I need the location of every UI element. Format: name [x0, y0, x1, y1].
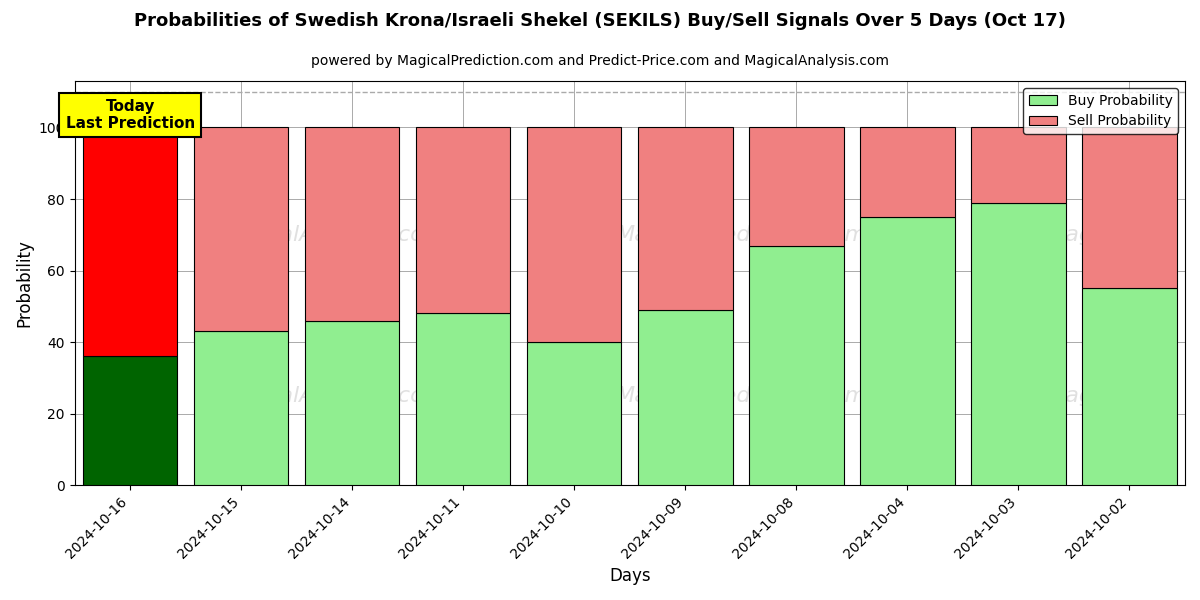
- Text: MagicalAnalysis.com: MagicalAnalysis.com: [215, 386, 445, 406]
- Text: MagicalA: MagicalA: [1046, 224, 1146, 245]
- Bar: [971, 203, 1066, 485]
- Bar: [83, 127, 178, 356]
- Text: Probabilities of Swedish Krona/Israeli Shekel (SEKILS) Buy/Sell Signals Over 5 D: Probabilities of Swedish Krona/Israeli S…: [134, 12, 1066, 30]
- Legend: Buy Probability, Sell Probability: Buy Probability, Sell Probability: [1024, 88, 1178, 134]
- Text: MagicalA: MagicalA: [1046, 386, 1146, 406]
- X-axis label: Days: Days: [610, 567, 650, 585]
- Y-axis label: Probability: Probability: [16, 239, 34, 327]
- Bar: [194, 127, 288, 331]
- Bar: [83, 356, 178, 485]
- Text: MagicalPrediction.com: MagicalPrediction.com: [616, 224, 866, 245]
- Text: powered by MagicalPrediction.com and Predict-Price.com and MagicalAnalysis.com: powered by MagicalPrediction.com and Pre…: [311, 54, 889, 68]
- Bar: [860, 127, 955, 217]
- Bar: [638, 310, 732, 485]
- Bar: [527, 127, 622, 342]
- Bar: [860, 217, 955, 485]
- Bar: [638, 127, 732, 310]
- Bar: [305, 320, 400, 485]
- Text: MagicalAnalysis.com: MagicalAnalysis.com: [215, 224, 445, 245]
- Bar: [749, 245, 844, 485]
- Bar: [1082, 127, 1177, 289]
- Bar: [416, 313, 510, 485]
- Bar: [971, 127, 1066, 203]
- Bar: [527, 342, 622, 485]
- Bar: [305, 127, 400, 320]
- Bar: [416, 127, 510, 313]
- Bar: [749, 127, 844, 245]
- Text: Today
Last Prediction: Today Last Prediction: [66, 99, 194, 131]
- Bar: [1082, 289, 1177, 485]
- Text: MagicalPrediction.com: MagicalPrediction.com: [616, 386, 866, 406]
- Bar: [194, 331, 288, 485]
